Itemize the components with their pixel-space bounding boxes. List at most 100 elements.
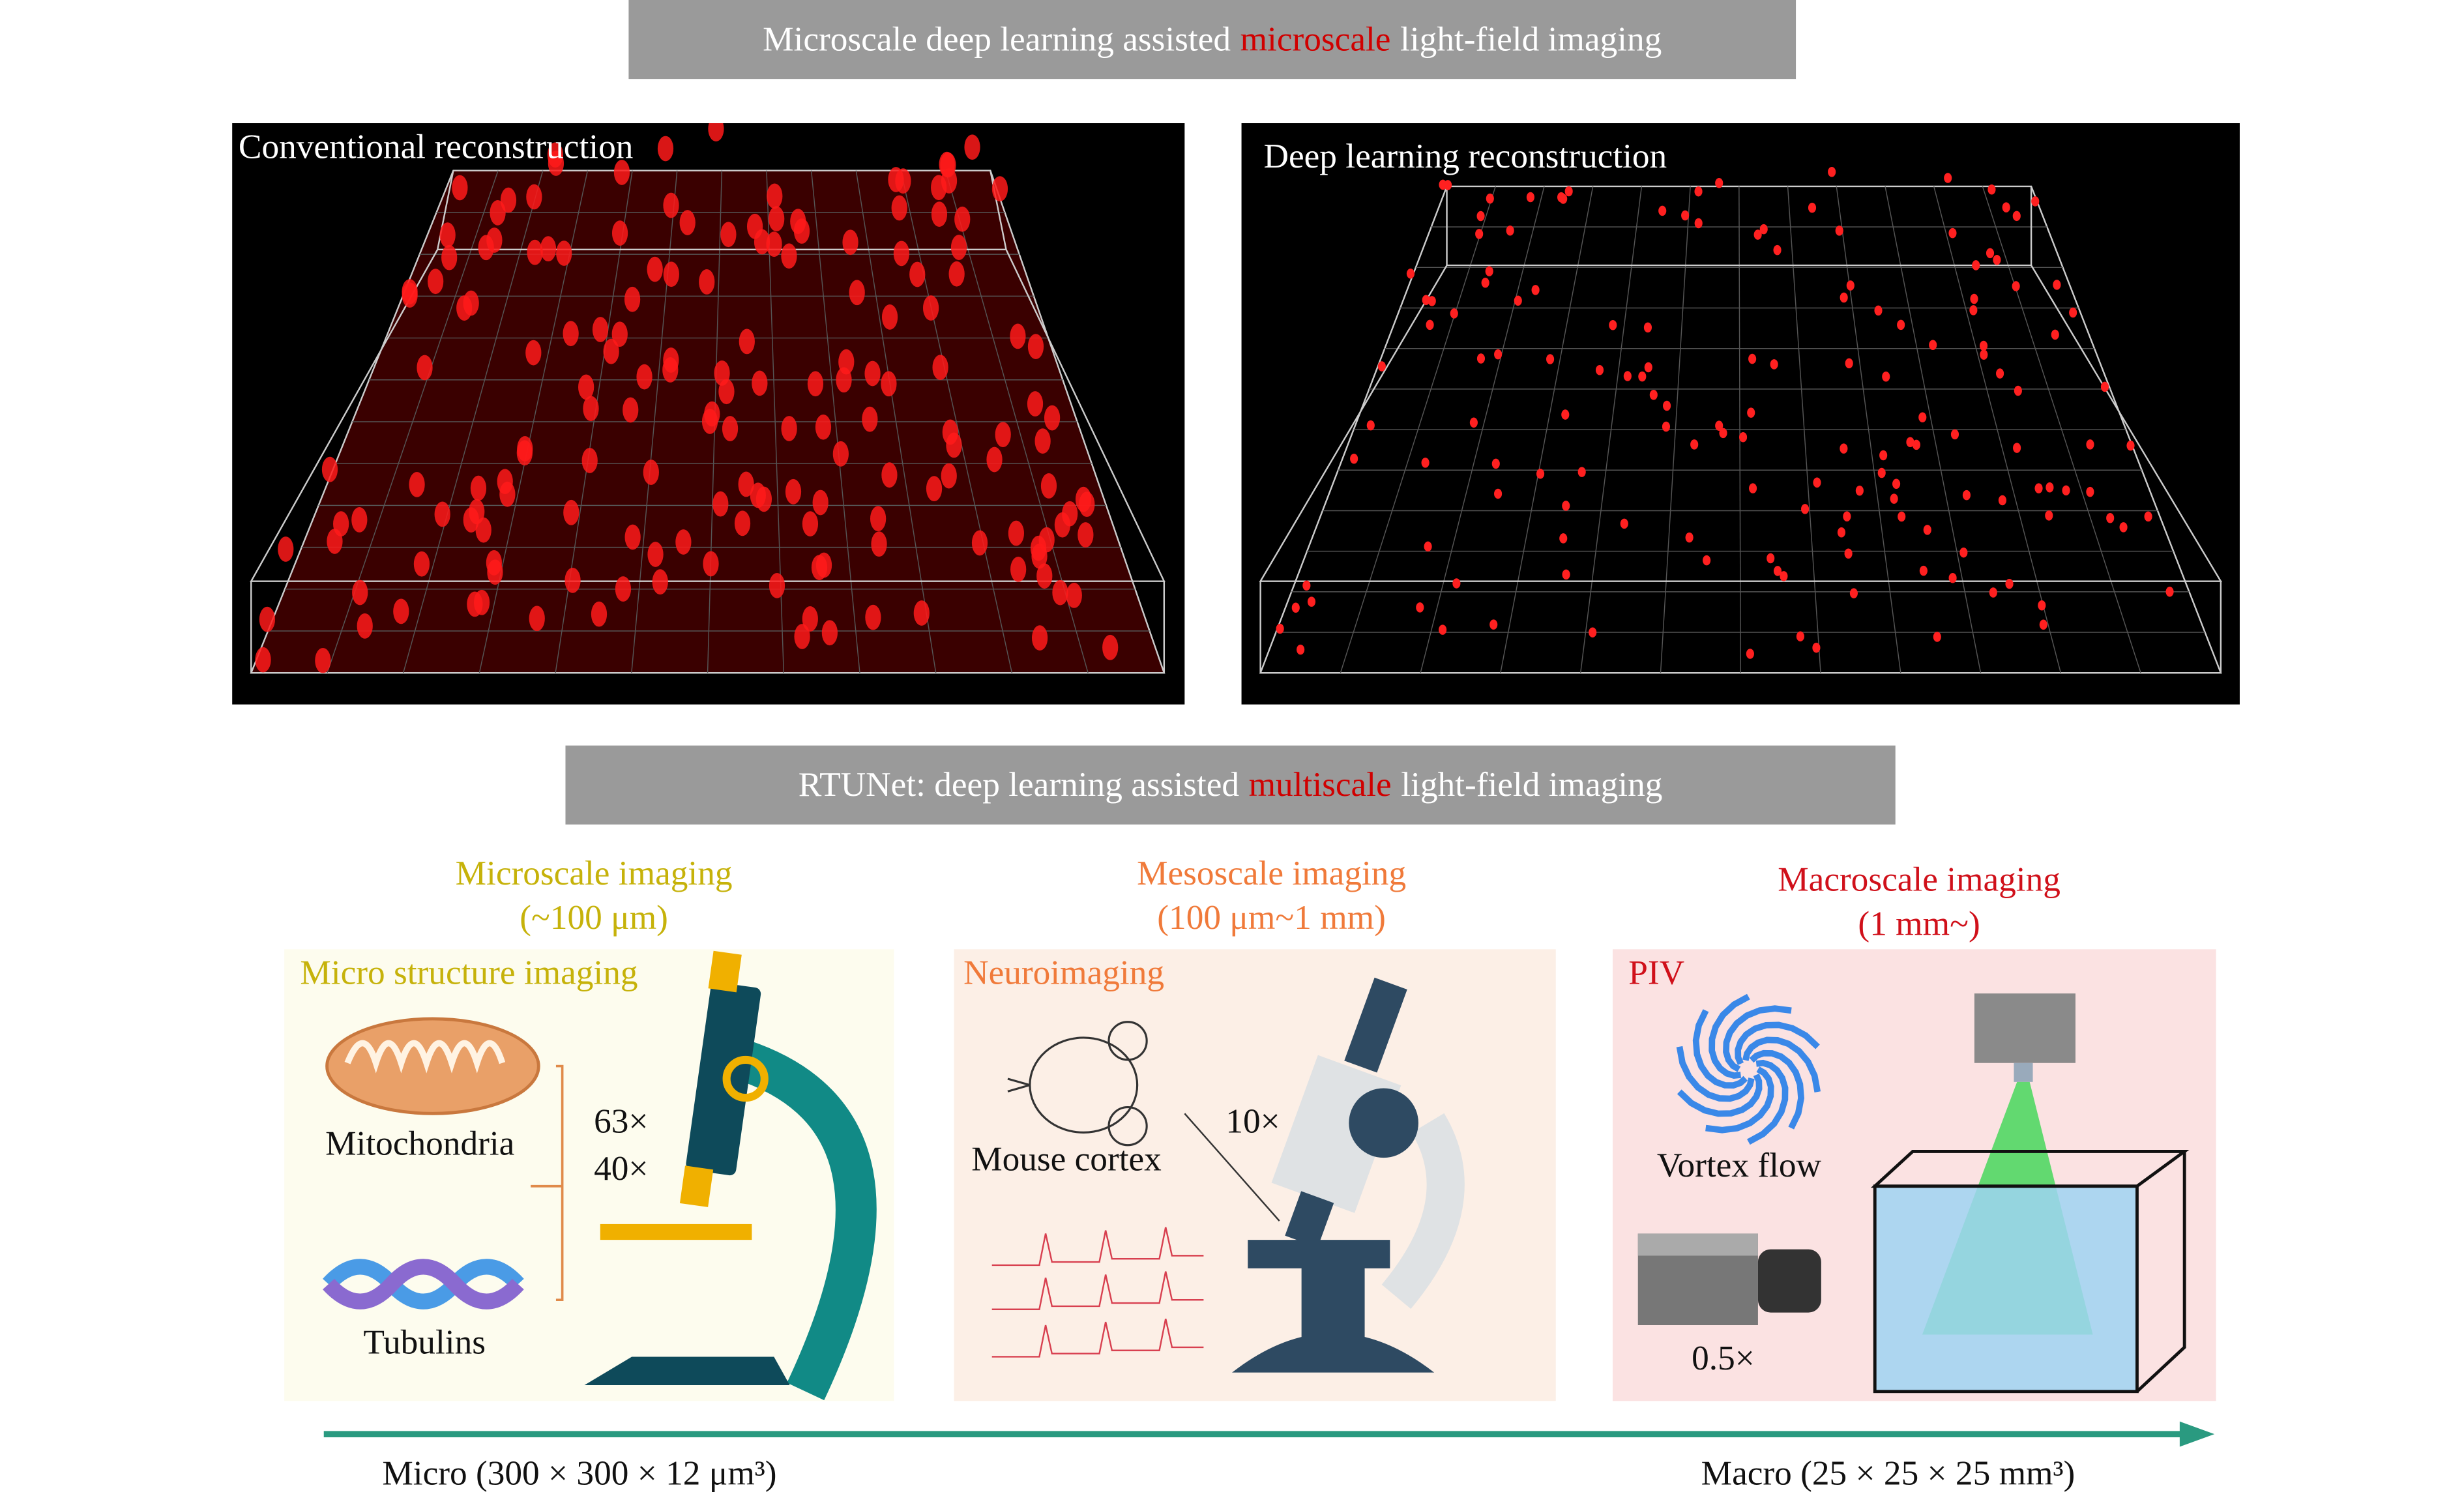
cell-point [1970,293,1978,304]
cell-blob [321,456,338,482]
scale-name: Macroscale imaging [1778,859,2061,899]
cell-blob [971,530,988,556]
neuroimaging-card: Neuroimaging Mouse cortex 10× [954,949,1556,1401]
cell-point [1962,490,1971,501]
cell-blob [591,601,608,627]
vortex-arm [1735,1021,1820,1065]
cell-blob [862,406,878,432]
cell-blob [893,241,910,267]
cell-blob [525,340,542,366]
cell-blob [1030,535,1047,561]
cell-point [1874,305,1883,316]
cell-blob [821,620,838,646]
cell-point [1897,319,1905,330]
cell-blob [755,486,772,512]
scale-range: (~100 μm) [520,897,668,937]
cell-point [1719,428,1727,439]
cell-point [2126,440,2135,451]
cell-point [1979,340,1988,351]
cell-point [1812,642,1821,653]
cell-point [1773,566,1782,576]
cell-blob [1008,520,1025,546]
cell-blob [441,244,458,271]
cell-point [1561,409,1570,420]
cell-blob [583,396,599,422]
cell-blob [739,329,755,355]
banner-text: RTUNet: deep learning assisted [798,764,1240,804]
cell-blob [1079,491,1095,518]
cell-blob [986,447,1003,473]
cell-blob [712,491,729,517]
cell-blob [939,151,955,177]
cell-blob [722,416,739,441]
cell-blob [615,576,632,602]
cell-blob [909,261,926,287]
pointer-line [1184,1113,1280,1222]
cell-blob [475,517,491,543]
cell-blob [563,321,579,347]
cell-blob [592,317,609,342]
microscope-illustration [323,950,877,1401]
cell-blob [1102,634,1119,660]
cell-point [1749,483,1757,493]
cell-blob [995,422,1011,448]
mouse-icon [1007,1021,1148,1147]
cell-point [1980,349,1988,360]
banner-text: Microscale deep learning assisted [763,19,1231,59]
cell-point [1835,226,1843,236]
microscope-arm-icon [1381,1113,1465,1309]
card-title: Micro structure imaging [300,952,638,992]
cell-blob [452,175,468,201]
deep-learning-reconstruction-panel: Deep learning reconstruction [1241,123,2240,705]
microscale-title: Microscale imaging (~100 μm) [357,851,831,940]
cell-point [2144,511,2152,522]
cell-blob [752,370,768,396]
cell-point [1475,229,1484,239]
cell-point [1307,596,1316,607]
cell-point [1564,186,1573,197]
cell-blob [456,295,473,321]
cell-point [2106,512,2115,523]
cell-blob [865,604,881,630]
cell-point [1366,420,1375,431]
cell-point [1882,371,1890,382]
cell-point [1898,511,1906,522]
vortex-arm [1692,1009,1748,1089]
cell-point [1658,205,1667,216]
micro-volume-label: Micro (300 × 300 × 12 μm³) [382,1453,777,1493]
cell-blob [864,360,881,387]
cell-blob [881,462,898,488]
cell-blob [613,160,630,185]
microscope-arm-icon [735,1040,877,1401]
cell-point [1747,407,1755,418]
cell-point [2165,587,2174,597]
panel-label: Deep learning reconstruction [1263,136,1667,175]
cell-point [1421,458,1430,468]
cell-blob [1031,625,1048,651]
cell-point [1276,623,1284,634]
cell-point [1476,353,1486,364]
cell-blob [497,469,513,495]
cell-point [1715,178,1723,188]
cell-blob [812,490,829,516]
cell-point [1840,443,1848,454]
cell-blob [315,647,331,673]
macro-volume-label: Macro (25 × 25 × 25 mm³) [1701,1453,2075,1493]
tubulins-label: Tubulins [363,1322,486,1362]
cell-point [1620,518,1628,529]
cell-blob [516,440,533,466]
cell-blob [409,471,425,497]
microscope-base-icon [1232,1333,1435,1373]
magnification-label: 0.5× [1692,1338,1755,1377]
cell-point [1759,224,1768,235]
arrow-head-icon [2179,1421,2215,1447]
bracket [531,1064,564,1302]
cell-blob [581,448,598,473]
cell-point [1444,180,1452,190]
volume-render [1259,166,2223,674]
cell-point [1690,439,1699,450]
cell-point [2002,202,2010,212]
cell-blob [402,282,418,308]
cell-blob [1027,391,1044,417]
